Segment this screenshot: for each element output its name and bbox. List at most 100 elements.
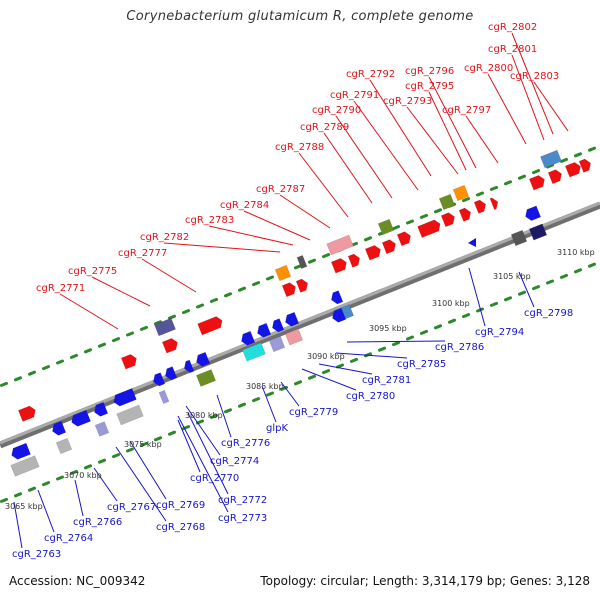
gene-feature: [268, 335, 286, 353]
tick-dot: [252, 281, 260, 287]
gene-feature: [330, 257, 347, 274]
gene-feature: [332, 307, 347, 323]
tick-dot: [490, 185, 498, 191]
tick-dot: [308, 258, 316, 264]
tick-dot: [42, 365, 50, 371]
scale-label: 3105 kbp: [493, 272, 531, 281]
reverse-leader-line: [37, 489, 55, 533]
tick-dot: [574, 152, 582, 158]
scale-label: 3090 kbp: [307, 352, 345, 361]
forward-leader-line: [323, 132, 373, 204]
gene-feature: [113, 387, 137, 407]
reverse-gene-label: cgR_2768: [156, 522, 205, 533]
tick-dot: [168, 314, 176, 320]
tick-dot: [532, 285, 540, 291]
gene-feature: [528, 223, 548, 241]
gene-feature: [452, 184, 470, 202]
forward-leader-line: [91, 276, 151, 307]
reverse-leader-line: [129, 440, 167, 500]
tick-dot: [322, 369, 330, 375]
tick-dot: [224, 408, 232, 414]
gene-feature: [94, 401, 109, 417]
scale-label: 3110 kbp: [557, 248, 595, 257]
forward-leader-line: [533, 81, 569, 132]
tick-dot: [364, 236, 372, 242]
tick-dot: [574, 268, 582, 274]
gene-feature: [272, 318, 285, 333]
tick-dot: [126, 331, 134, 337]
reverse-leader-line: [318, 363, 373, 375]
reverse-leader-line: [185, 405, 221, 456]
reverse-leader-line: [261, 385, 277, 423]
tick-dot: [182, 309, 190, 315]
gene-feature: [440, 212, 455, 228]
reverse-gene-label: cgR_2767: [107, 502, 156, 513]
reverse-gene-label: cgR_2770: [190, 473, 239, 484]
reverse-gene-label: cgR_2764: [44, 533, 93, 544]
scale-label: 3075 kbp: [124, 440, 162, 449]
tick-dot: [294, 264, 302, 270]
gene-feature: [116, 404, 144, 426]
reverse-leader-line: [216, 394, 232, 438]
reverse-gene-label: cgR_2769: [156, 500, 205, 511]
gene-feature: [417, 219, 441, 239]
gene-feature: [489, 197, 499, 211]
tick-dot: [546, 163, 554, 169]
tick-dot: [126, 447, 134, 453]
gene-feature: [326, 234, 354, 256]
tick-dot: [588, 146, 596, 152]
forward-leader-line: [406, 106, 459, 175]
tick-dot: [518, 174, 526, 180]
tick-dot: [84, 464, 92, 470]
gene-feature: [564, 161, 581, 178]
reverse-leader-line: [468, 267, 486, 327]
forward-leader-line: [428, 76, 477, 169]
gene-feature: [241, 330, 256, 346]
scale-label: 3085 kbp: [246, 382, 284, 391]
forward-gene-label: cgR_2802: [488, 22, 537, 33]
tick-dot: [196, 419, 204, 425]
gene-feature: [52, 420, 67, 436]
gene-feature: [284, 328, 304, 346]
gene-feature: [347, 253, 360, 268]
tick-dot: [154, 320, 162, 326]
tick-dot: [476, 191, 484, 197]
reverse-leader-line: [518, 271, 535, 308]
forward-leader-line: [163, 242, 281, 253]
tick-dot: [70, 353, 78, 359]
tick-dot: [154, 436, 162, 442]
tick-dot: [266, 391, 274, 397]
reverse-leader-line: [187, 412, 229, 495]
reverse-leader-line: [301, 368, 357, 391]
gene-feature: [295, 278, 308, 293]
tick-dot: [490, 301, 498, 307]
gene-feature: [510, 229, 528, 247]
forward-gene-label: cgR_2800: [464, 63, 513, 74]
reverse-leader-line: [177, 419, 201, 473]
gene-feature: [183, 359, 195, 373]
tick-dot: [294, 380, 302, 386]
gene-feature: [296, 254, 308, 270]
gene-feature: [473, 199, 486, 214]
tick-dot: [14, 492, 22, 498]
tick-dot: [112, 337, 120, 343]
tick-dot: [56, 475, 64, 481]
forward-leader-line: [243, 210, 311, 241]
gene-feature: [154, 317, 176, 337]
tick-dots-layer: [0, 146, 596, 503]
gene-feature: [197, 316, 223, 336]
gene-feature: [468, 238, 476, 247]
gene-feature: [11, 442, 31, 460]
scale-label: 3080 kbp: [185, 411, 223, 420]
tick-dot: [448, 318, 456, 324]
tick-dot: [560, 157, 568, 163]
tick-dot: [140, 325, 148, 331]
reverse-gene-label: cgR_2798: [524, 308, 573, 319]
reverse-gene-label: glpK: [266, 423, 288, 434]
gene-feature: [331, 290, 344, 305]
tick-dot: [28, 370, 36, 376]
tick-dot: [434, 208, 442, 214]
gene-feature: [10, 455, 40, 477]
tick-dot: [168, 430, 176, 436]
